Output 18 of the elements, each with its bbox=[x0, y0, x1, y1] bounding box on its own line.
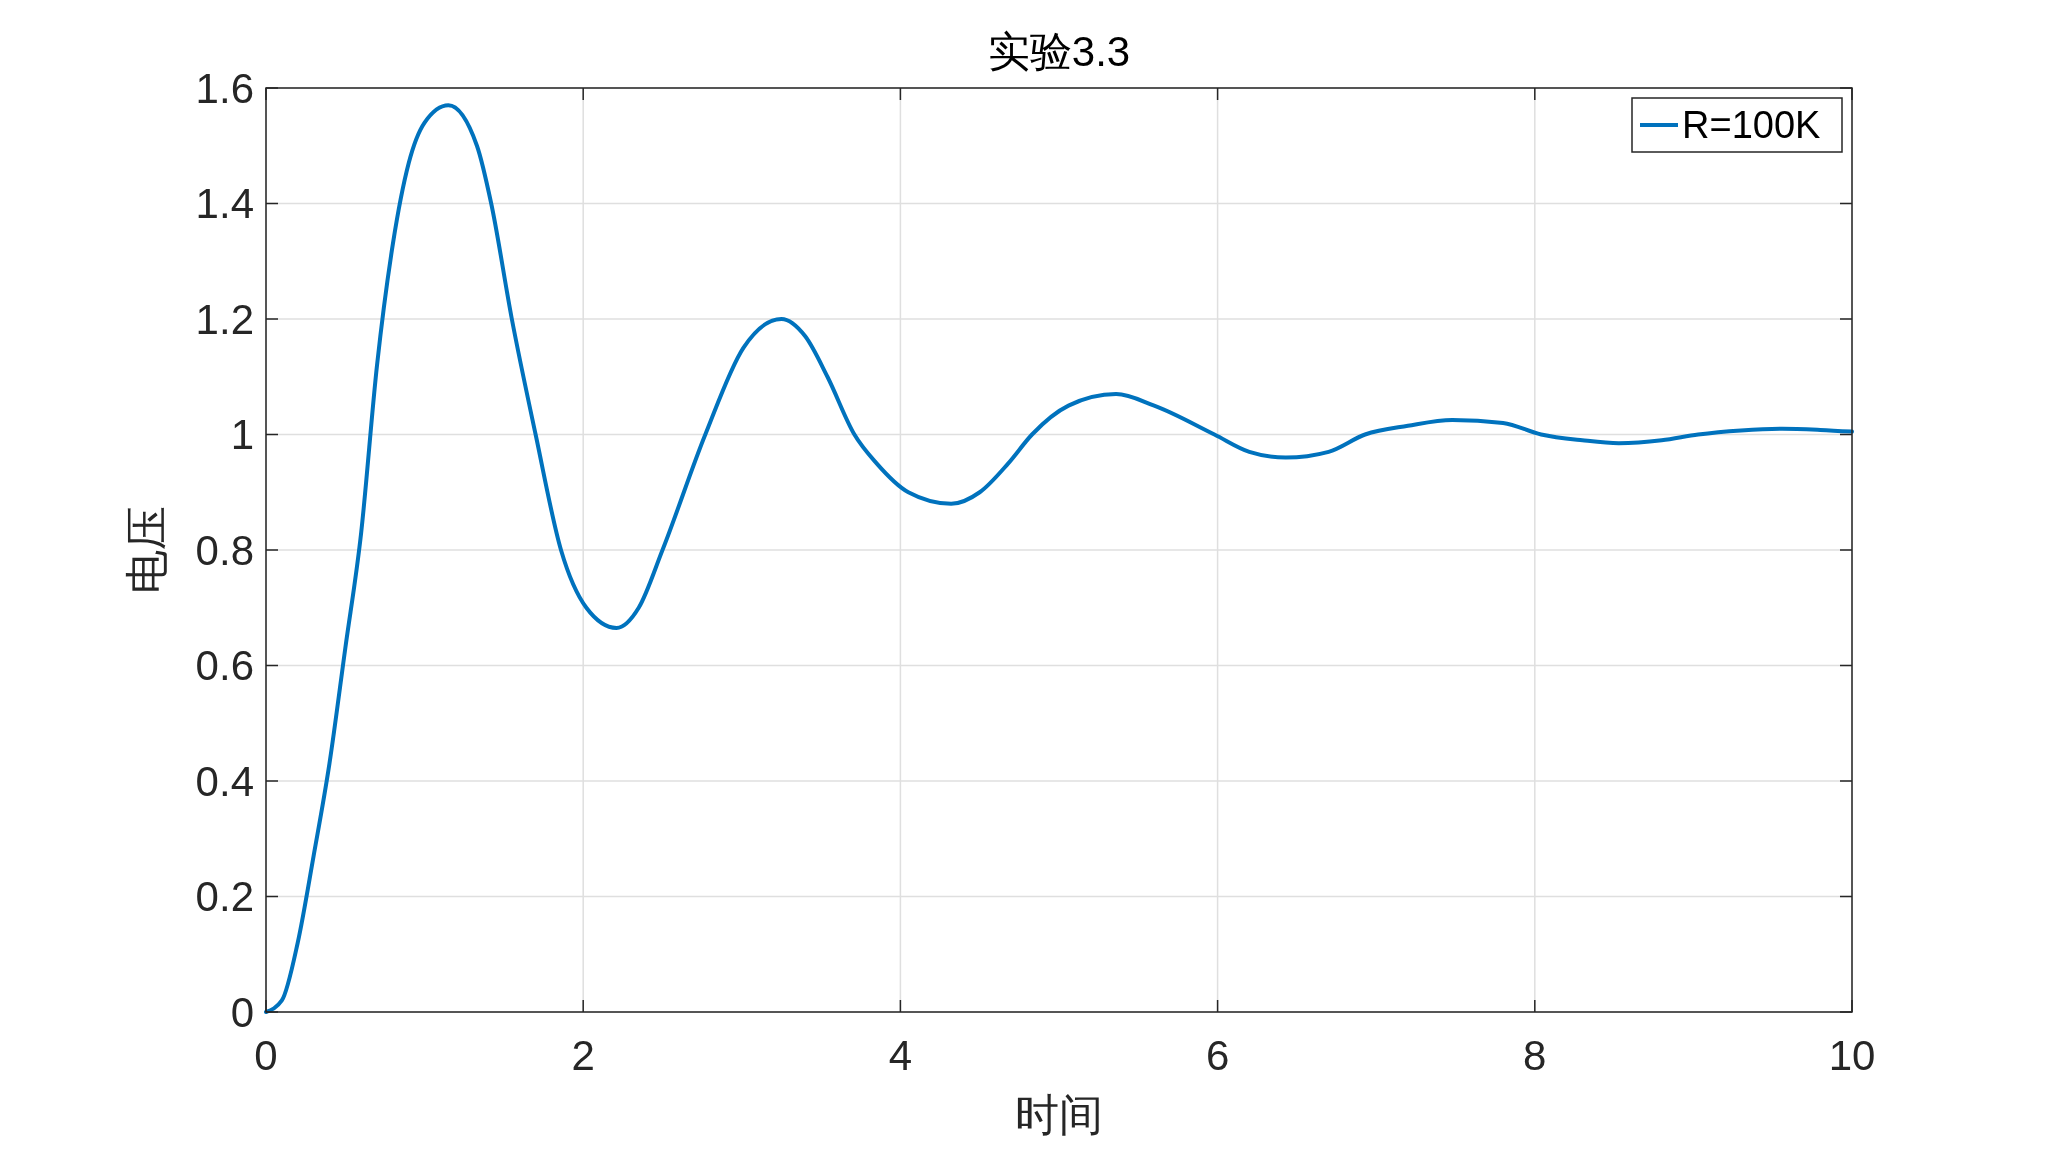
y-tick-label: 1.4 bbox=[195, 180, 254, 228]
y-tick-label: 0.6 bbox=[195, 642, 254, 690]
x-tick-label: 4 bbox=[888, 1032, 913, 1079]
x-tick-label: 6 bbox=[1205, 1032, 1230, 1079]
y-tick-label: 1.6 bbox=[195, 64, 254, 112]
chart-title: 实验3.3 bbox=[987, 28, 1131, 75]
y-tick-label: 0.4 bbox=[195, 757, 254, 805]
x-tick-label: 2 bbox=[571, 1032, 595, 1079]
y-tick-label: 0.8 bbox=[195, 526, 254, 574]
y-tick-label: 1 bbox=[230, 411, 254, 459]
x-tick-label: 10 bbox=[1828, 1032, 1876, 1079]
y-tick-label: 0.2 bbox=[195, 873, 254, 921]
x-tick-label: 8 bbox=[1523, 1032, 1547, 1079]
legend-label: R=100K bbox=[1682, 104, 1821, 147]
y-axis-title: 电压 bbox=[122, 506, 171, 594]
x-axis-title: 时间 bbox=[1015, 1090, 1103, 1139]
y-tick-label: 0 bbox=[230, 988, 254, 1036]
y-tick-label: 1.2 bbox=[195, 295, 254, 343]
